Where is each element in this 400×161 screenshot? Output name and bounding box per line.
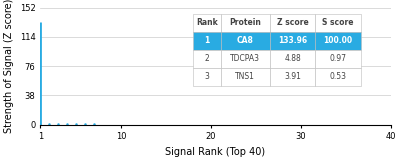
Text: CA8: CA8 — [237, 36, 254, 45]
FancyBboxPatch shape — [315, 50, 361, 68]
X-axis label: Signal Rank (Top 40): Signal Rank (Top 40) — [165, 147, 266, 157]
FancyBboxPatch shape — [270, 32, 315, 50]
FancyBboxPatch shape — [221, 14, 270, 32]
FancyBboxPatch shape — [315, 14, 361, 32]
Text: S score: S score — [322, 18, 354, 27]
FancyBboxPatch shape — [315, 32, 361, 50]
FancyBboxPatch shape — [193, 32, 221, 50]
Y-axis label: Strength of Signal (Z score): Strength of Signal (Z score) — [4, 0, 14, 133]
FancyBboxPatch shape — [221, 50, 270, 68]
FancyBboxPatch shape — [270, 14, 315, 32]
Text: 133.96: 133.96 — [278, 36, 307, 45]
Text: TDCPA3: TDCPA3 — [230, 54, 260, 63]
Text: Rank: Rank — [196, 18, 218, 27]
Text: 100.00: 100.00 — [324, 36, 353, 45]
Text: 3.91: 3.91 — [284, 72, 301, 81]
Text: 4.88: 4.88 — [284, 54, 301, 63]
FancyBboxPatch shape — [221, 32, 270, 50]
FancyBboxPatch shape — [193, 50, 221, 68]
FancyBboxPatch shape — [193, 14, 221, 32]
Text: 0.53: 0.53 — [330, 72, 346, 81]
FancyBboxPatch shape — [193, 68, 221, 86]
Text: 1: 1 — [204, 36, 209, 45]
Text: Protein: Protein — [229, 18, 261, 27]
Text: 3: 3 — [204, 72, 209, 81]
FancyBboxPatch shape — [315, 68, 361, 86]
FancyBboxPatch shape — [270, 68, 315, 86]
FancyBboxPatch shape — [270, 50, 315, 68]
Text: TNS1: TNS1 — [235, 72, 255, 81]
FancyBboxPatch shape — [221, 68, 270, 86]
Text: 2: 2 — [204, 54, 209, 63]
Text: 0.97: 0.97 — [330, 54, 346, 63]
Text: Z score: Z score — [277, 18, 308, 27]
